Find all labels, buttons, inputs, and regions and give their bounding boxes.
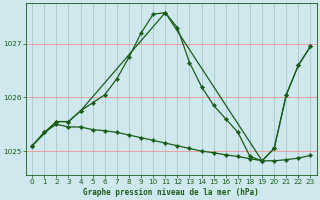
X-axis label: Graphe pression niveau de la mer (hPa): Graphe pression niveau de la mer (hPa) bbox=[84, 188, 259, 197]
